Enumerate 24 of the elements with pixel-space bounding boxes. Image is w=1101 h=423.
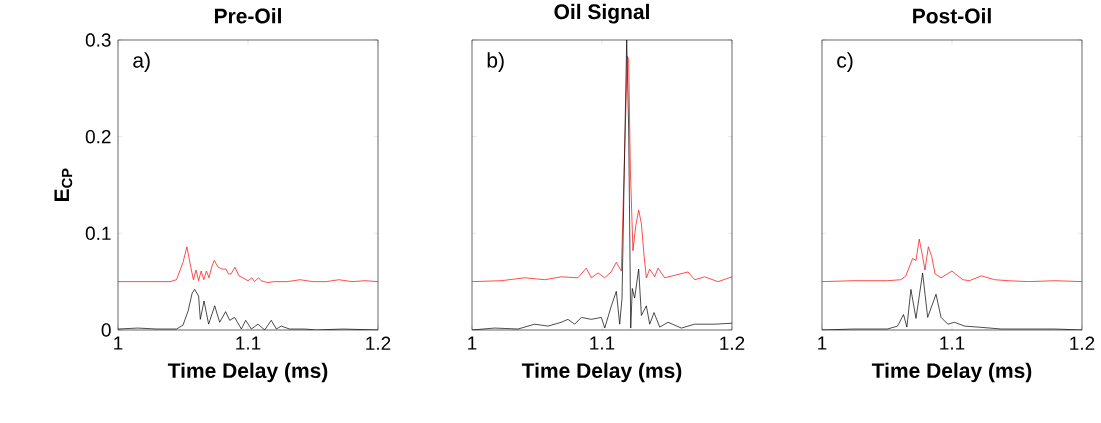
x-tick-label: 1.2 [366,336,391,350]
x-tick-label: 1.1 [940,336,965,350]
x-axis-title: Time Delay (ms) [167,362,328,383]
y-axis-title: E$_{CP}$ [54,168,73,202]
y-tick-label: 0 [101,323,111,337]
x-axis-title: Time Delay (ms) [871,362,1032,383]
x-tick-label: 1.2 [720,336,745,350]
y-tick-label: 0.2 [85,129,111,144]
x-tick-label: 1 [818,336,827,350]
x-tick-label: 1 [468,336,477,350]
annotation: a) [133,52,150,72]
x-axis-title: Time Delay (ms) [521,362,682,383]
x-tick-label: 1.1 [236,336,261,350]
annotation: b) [487,52,504,72]
x-tick-label: 1 [114,336,123,350]
x-tick-label: 1.2 [1070,336,1095,350]
x-tick-label: 1.1 [590,336,615,350]
y-tick-label: 0.1 [85,226,111,241]
chart-title: Oil Signal [554,3,649,24]
annotation: c) [837,52,853,72]
line-series [118,246,379,283]
chart-title: Pre-Oil [215,8,281,24]
y-tick-label: 0.3 [85,33,111,47]
chart-title: Post-Oil [913,8,991,24]
